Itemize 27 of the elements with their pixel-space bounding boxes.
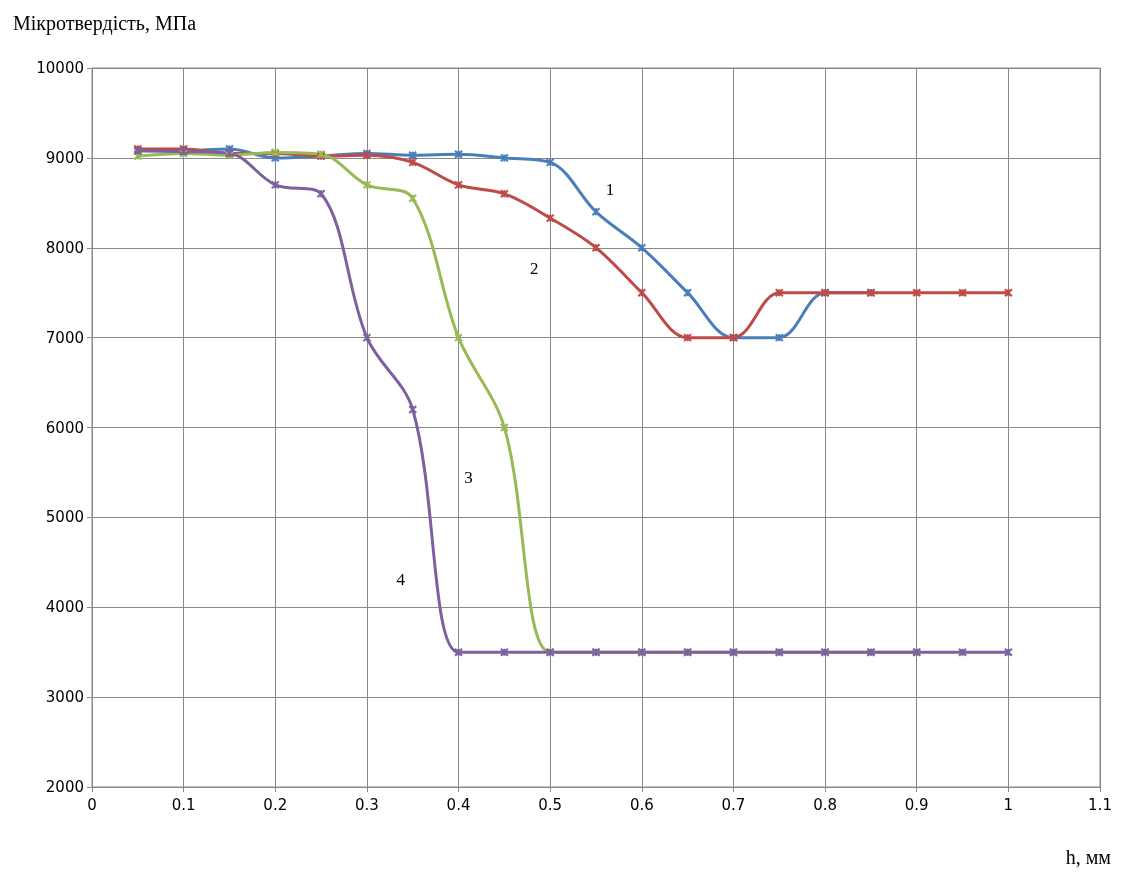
y-tick-label: 9000 xyxy=(45,148,84,167)
y-tick-label: 6000 xyxy=(45,418,84,437)
x-tick-label: 0.8 xyxy=(813,795,838,814)
y-tick-label: 5000 xyxy=(45,508,84,527)
x-tick-label: 0 xyxy=(87,795,97,814)
y-tick-label: 4000 xyxy=(45,598,84,617)
x-tick-label: 0.7 xyxy=(721,795,746,814)
text: 3 xyxy=(464,468,473,488)
x-tick-label: 0.1 xyxy=(171,795,196,814)
x-tick-label: 1.1 xyxy=(1088,795,1112,814)
series-label: 1 xyxy=(605,180,615,200)
text: 2 xyxy=(529,258,539,278)
x-tick-label: 0.4 xyxy=(446,795,471,814)
x-tick-label: 0.3 xyxy=(354,795,379,814)
y-tick-label: 3000 xyxy=(45,688,84,707)
x-tick-label: 0.6 xyxy=(629,795,654,814)
x-axis-title: h, мм xyxy=(1065,846,1112,868)
x-tick-label: 1 xyxy=(1003,795,1014,814)
x-tick-label: 0.5 xyxy=(538,795,563,814)
series-label: 4 xyxy=(396,570,406,590)
x-tick-label: 0.9 xyxy=(904,795,929,814)
x-tick-label: 0.2 xyxy=(263,795,288,814)
y-tick-label: 10000 xyxy=(36,59,84,77)
y-axis-title: Мікротвердість, МПа xyxy=(13,12,197,35)
y-tick-label: 7000 xyxy=(45,328,84,347)
y-tick-label: 2000 xyxy=(45,778,84,796)
y-tick-label: 8000 xyxy=(45,238,84,257)
